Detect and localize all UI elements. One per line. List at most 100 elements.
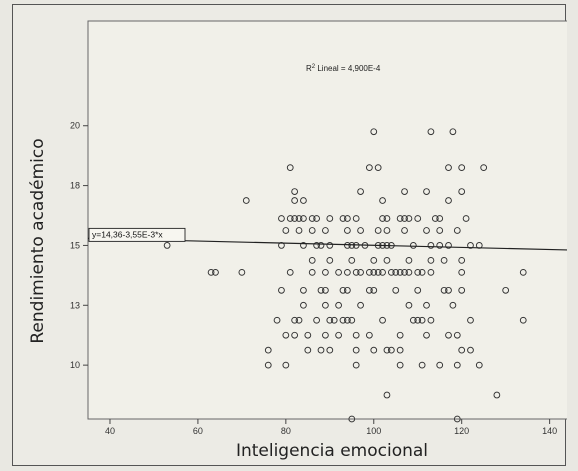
data-point <box>409 316 417 324</box>
data-point <box>401 188 408 195</box>
data-point <box>352 346 360 354</box>
data-point <box>480 164 488 172</box>
data-point <box>322 301 329 309</box>
x-tick-label: 140 <box>542 426 557 436</box>
data-point <box>405 257 413 264</box>
data-point <box>453 361 461 369</box>
data-point <box>357 301 364 309</box>
data-point <box>370 346 378 354</box>
data-point <box>348 415 356 423</box>
data-point <box>339 316 347 324</box>
data-point <box>300 286 307 294</box>
data-point <box>458 286 466 294</box>
data-point <box>493 391 501 399</box>
data-point <box>370 286 378 294</box>
data-point <box>405 215 413 222</box>
data-point <box>313 215 320 222</box>
data-point <box>414 215 422 222</box>
data-point <box>475 361 483 369</box>
x-axis-title: Inteligencia emocional <box>236 441 428 461</box>
data-point <box>519 268 527 276</box>
data-point <box>440 257 448 264</box>
data-point <box>427 316 435 324</box>
data-point <box>365 164 373 172</box>
data-point <box>449 128 457 136</box>
data-point <box>458 188 466 195</box>
data-point <box>365 268 373 276</box>
data-point <box>326 316 334 324</box>
data-point <box>304 331 312 339</box>
data-point <box>458 268 466 276</box>
data-point <box>374 164 382 172</box>
data-point <box>264 361 272 369</box>
data-point <box>317 346 325 354</box>
data-point <box>295 316 303 324</box>
data-point <box>291 331 299 339</box>
data-point <box>207 268 215 276</box>
data-point <box>414 286 422 294</box>
data-point <box>502 286 510 294</box>
data-point <box>370 128 378 136</box>
data-point <box>357 188 364 195</box>
data-point <box>264 346 272 354</box>
data-point <box>445 242 452 249</box>
data-point <box>344 227 351 234</box>
data-point <box>414 268 422 276</box>
data-point <box>308 215 316 222</box>
data-point <box>335 331 342 339</box>
data-point <box>453 415 461 423</box>
data-point <box>383 215 391 222</box>
data-point <box>401 268 408 276</box>
data-point <box>317 242 325 249</box>
data-point <box>418 361 426 369</box>
data-point <box>427 128 435 136</box>
data-point <box>291 316 299 324</box>
data-point <box>295 227 303 234</box>
y-axis-title: Rendimiento académico <box>28 138 48 343</box>
data-point <box>330 316 338 324</box>
data-point <box>379 197 386 204</box>
data-point <box>335 268 342 276</box>
data-point <box>282 331 290 339</box>
y-tick-label: 20 <box>70 121 80 131</box>
data-point <box>396 215 404 222</box>
data-point <box>374 227 382 234</box>
data-point <box>458 346 466 354</box>
data-point <box>436 215 444 222</box>
data-point <box>405 268 413 276</box>
data-point <box>423 227 430 234</box>
data-point <box>387 346 395 354</box>
data-point <box>357 227 364 234</box>
data-point <box>423 331 430 339</box>
data-point <box>462 215 470 222</box>
y-tick-label: 15 <box>70 240 80 250</box>
data-point <box>286 215 294 222</box>
data-point <box>352 215 360 222</box>
data-point <box>344 242 351 249</box>
equation-box-frame <box>88 227 186 242</box>
data-point <box>445 197 452 204</box>
data-point <box>383 257 391 264</box>
data-point <box>344 215 351 222</box>
data-point <box>300 301 307 309</box>
x-tick-label: 40 <box>105 426 115 436</box>
data-point <box>418 316 426 324</box>
x-tick-label: 60 <box>193 426 203 436</box>
data-point <box>304 346 312 354</box>
data-point <box>379 316 386 324</box>
data-point <box>357 268 364 276</box>
data-point <box>326 257 334 264</box>
data-point <box>392 286 400 294</box>
data-point <box>291 197 299 204</box>
data-point <box>326 242 334 249</box>
data-point <box>286 268 294 276</box>
data-point <box>242 197 250 204</box>
data-point <box>453 331 461 339</box>
data-point <box>396 346 404 354</box>
data-point <box>458 257 466 264</box>
data-point <box>405 301 413 309</box>
data-point <box>322 268 329 276</box>
data-point <box>467 316 474 324</box>
data-point <box>344 286 351 294</box>
data-point <box>352 268 360 276</box>
